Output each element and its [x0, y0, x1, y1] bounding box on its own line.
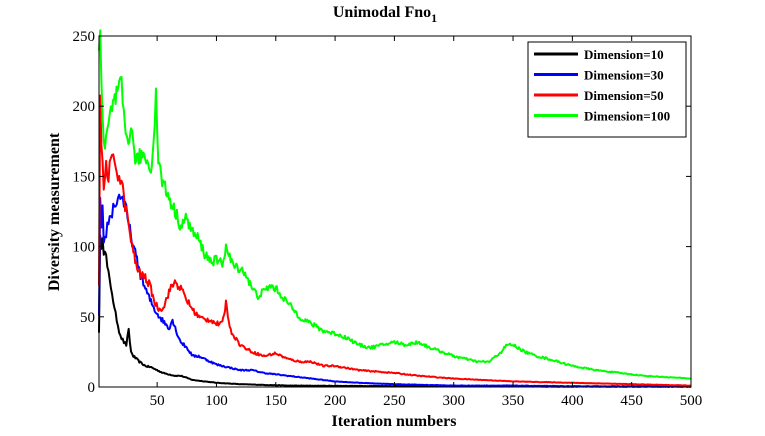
legend-box [527, 41, 687, 138]
y-tick-label: 0 [88, 380, 96, 396]
y-tick-label: 250 [73, 29, 96, 45]
x-tick-label: 150 [265, 393, 288, 409]
x-tick-label: 500 [680, 393, 703, 409]
legend: Dimension=10 Dimension=30 Dimension=50 Dime… [527, 41, 687, 138]
x-tick-label: 50 [150, 393, 165, 409]
ticks-layer: 50 100 150 200 250 300 350 400 450 500 0 50 100 150 20… [73, 29, 703, 409]
y-tick-label: 150 [73, 169, 96, 185]
chart-title: Unimodal Fno1 [333, 4, 437, 25]
x-tick-label: 450 [620, 393, 643, 409]
svg-text:Unimodal Fno1: Unimodal Fno1 [333, 4, 437, 25]
x-tick-label: 300 [442, 393, 465, 409]
y-tick-label: 50 [80, 310, 95, 326]
y-tick-label: 100 [73, 240, 96, 256]
x-tick-label: 100 [205, 393, 228, 409]
legend-label: Dimension=100 [584, 109, 670, 124]
y-tick-label: 200 [73, 99, 96, 115]
x-axis-label: Iteration numbers [332, 413, 457, 430]
y-axis-label: Diversity measurement [46, 132, 63, 291]
title-main: Unimodal Fno [333, 4, 431, 21]
legend-label: Dimension=10 [584, 47, 664, 62]
x-tick-label: 250 [383, 393, 406, 409]
title-subscript: 1 [431, 11, 437, 25]
plot-frame [98, 35, 692, 388]
legend-label: Dimension=30 [584, 68, 664, 83]
series-line-4 [98, 29, 692, 380]
series-line-1 [98, 234, 692, 388]
x-tick-label: 200 [324, 393, 347, 409]
x-tick-label: 400 [561, 393, 584, 409]
x-tick-label: 350 [502, 393, 525, 409]
series-line-2 [98, 193, 692, 388]
legend-label: Dimension=50 [584, 88, 664, 103]
series-line-3 [98, 94, 692, 387]
